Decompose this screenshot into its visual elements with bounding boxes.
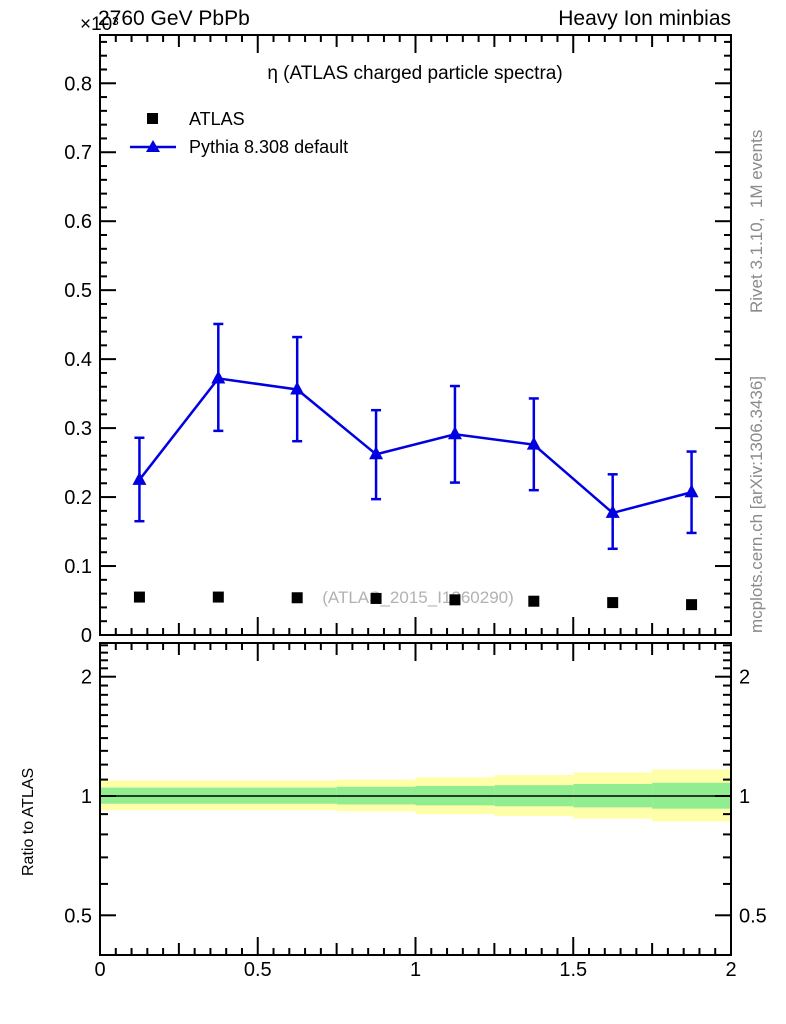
square-marker (528, 595, 540, 607)
triangle-marker (684, 484, 699, 498)
line-with-triangle-icon (130, 140, 176, 152)
x-tick-label: 0.5 (244, 959, 272, 981)
triangle-marker (211, 370, 226, 384)
legend-label-pythia: Pythia 8.308 default (189, 137, 349, 157)
square-marker (370, 592, 382, 604)
analysis-id-watermark: (ATLAS_2015_I1360290) (322, 588, 514, 607)
process-label: Heavy Ion minbias (558, 7, 731, 30)
atlas-series (133, 591, 698, 611)
pythia-series (132, 322, 699, 551)
ratio-axis-label: Ratio to ATLAS (20, 767, 37, 876)
mcplots-arxiv-note: mcplots.cern.ch [arXiv:1306.3436] (747, 375, 766, 633)
triangle-marker (605, 504, 620, 518)
main-y-tick-label: 0 (81, 625, 92, 647)
ratio-uncertainty-bands (100, 769, 731, 822)
ratio-y-tick-label-left: 2 (81, 667, 92, 689)
main-y-tick-label: 0.7 (64, 142, 92, 164)
triangle-marker (526, 436, 541, 450)
square-marker (133, 591, 145, 603)
triangle-marker (447, 426, 462, 440)
tick-labels: 0 0.1 0.2 0.3 0.4 0.5 0.6 0.7 0.8 0 0.5 1 1.5 2 2 2 1 1 0.… (64, 73, 767, 981)
filled-square-icon (147, 113, 158, 124)
triangle-marker (290, 381, 305, 395)
main-y-tick-label: 0.6 (64, 211, 92, 233)
x-tick-label: 1.5 (559, 959, 587, 981)
square-marker (291, 592, 303, 604)
legend-label-atlas: ATLAS (189, 109, 245, 129)
ratio-y-tick-label-right: 0.5 (739, 905, 767, 927)
main-y-tick-label: 0.4 (64, 349, 92, 371)
rivet-version-note: Rivet 3.1.10, 1M events (747, 129, 766, 313)
legend-item-atlas: ATLAS (130, 110, 245, 128)
main-y-tick-label: 0.2 (64, 487, 92, 509)
main-y-tick-label: 0.8 (64, 73, 92, 95)
ratio-y-tick-label-right: 2 (739, 667, 750, 689)
square-marker (607, 597, 619, 609)
main-y-tick-label: 0.1 (64, 556, 92, 578)
ratio-y-tick-label-left: 1 (81, 786, 92, 808)
main-y-tick-label: 0.3 (64, 418, 92, 440)
square-marker (686, 599, 698, 611)
axis-ticks (99, 35, 732, 955)
plot-title: η (ATLAS charged particle spectra) (267, 63, 563, 84)
ratio-y-tick-label-right: 1 (739, 786, 750, 808)
beam-energy-label: 2760 GeV PbPb (98, 7, 250, 30)
x-tick-label: 1 (410, 959, 421, 981)
x-tick-label: 0 (94, 959, 105, 981)
pythia-line (138, 377, 692, 515)
y-axis-multiplier: ×10³ (80, 14, 119, 35)
square-marker (212, 591, 224, 603)
triangle-marker (132, 471, 147, 485)
legend-item-pythia: Pythia 8.308 default (130, 138, 348, 156)
main-y-tick-label: 0.5 (64, 280, 92, 302)
x-tick-label: 2 (725, 959, 736, 981)
ratio-y-tick-label-left: 0.5 (64, 905, 92, 927)
square-marker (449, 594, 461, 606)
triangle-marker (369, 446, 384, 460)
